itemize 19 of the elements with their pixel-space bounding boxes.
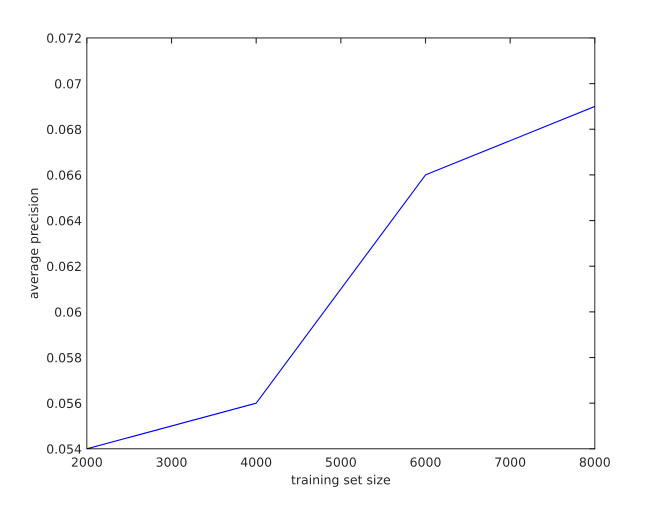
y-tick-label: 0.066 (47, 170, 82, 180)
y-tick-label: 0.072 (47, 33, 81, 43)
x-tick-label: 7000 (495, 457, 526, 467)
x-tick-label: 3000 (156, 457, 187, 467)
x-axis-title: training set size (291, 474, 390, 487)
x-tick-label: 4000 (240, 457, 272, 467)
y-tick-label: 0.064 (47, 216, 82, 226)
x-tick-label: 8000 (580, 457, 610, 467)
x-tick-label: 2000 (72, 457, 102, 467)
y-tick-label: 0.056 (47, 398, 82, 408)
x-tick-label: 5000 (326, 457, 356, 467)
y-tick-label: 0.062 (47, 262, 81, 272)
x-tick-label: 6000 (410, 457, 441, 467)
y-tick-label: 0.06 (54, 307, 82, 317)
y-axis-title: average precision (28, 188, 41, 298)
y-tick-label: 0.068 (47, 124, 82, 134)
y-tick-label: 0.058 (47, 352, 82, 362)
y-tick-label: 0.054 (47, 444, 82, 454)
y-tick-label: 0.07 (54, 79, 81, 89)
